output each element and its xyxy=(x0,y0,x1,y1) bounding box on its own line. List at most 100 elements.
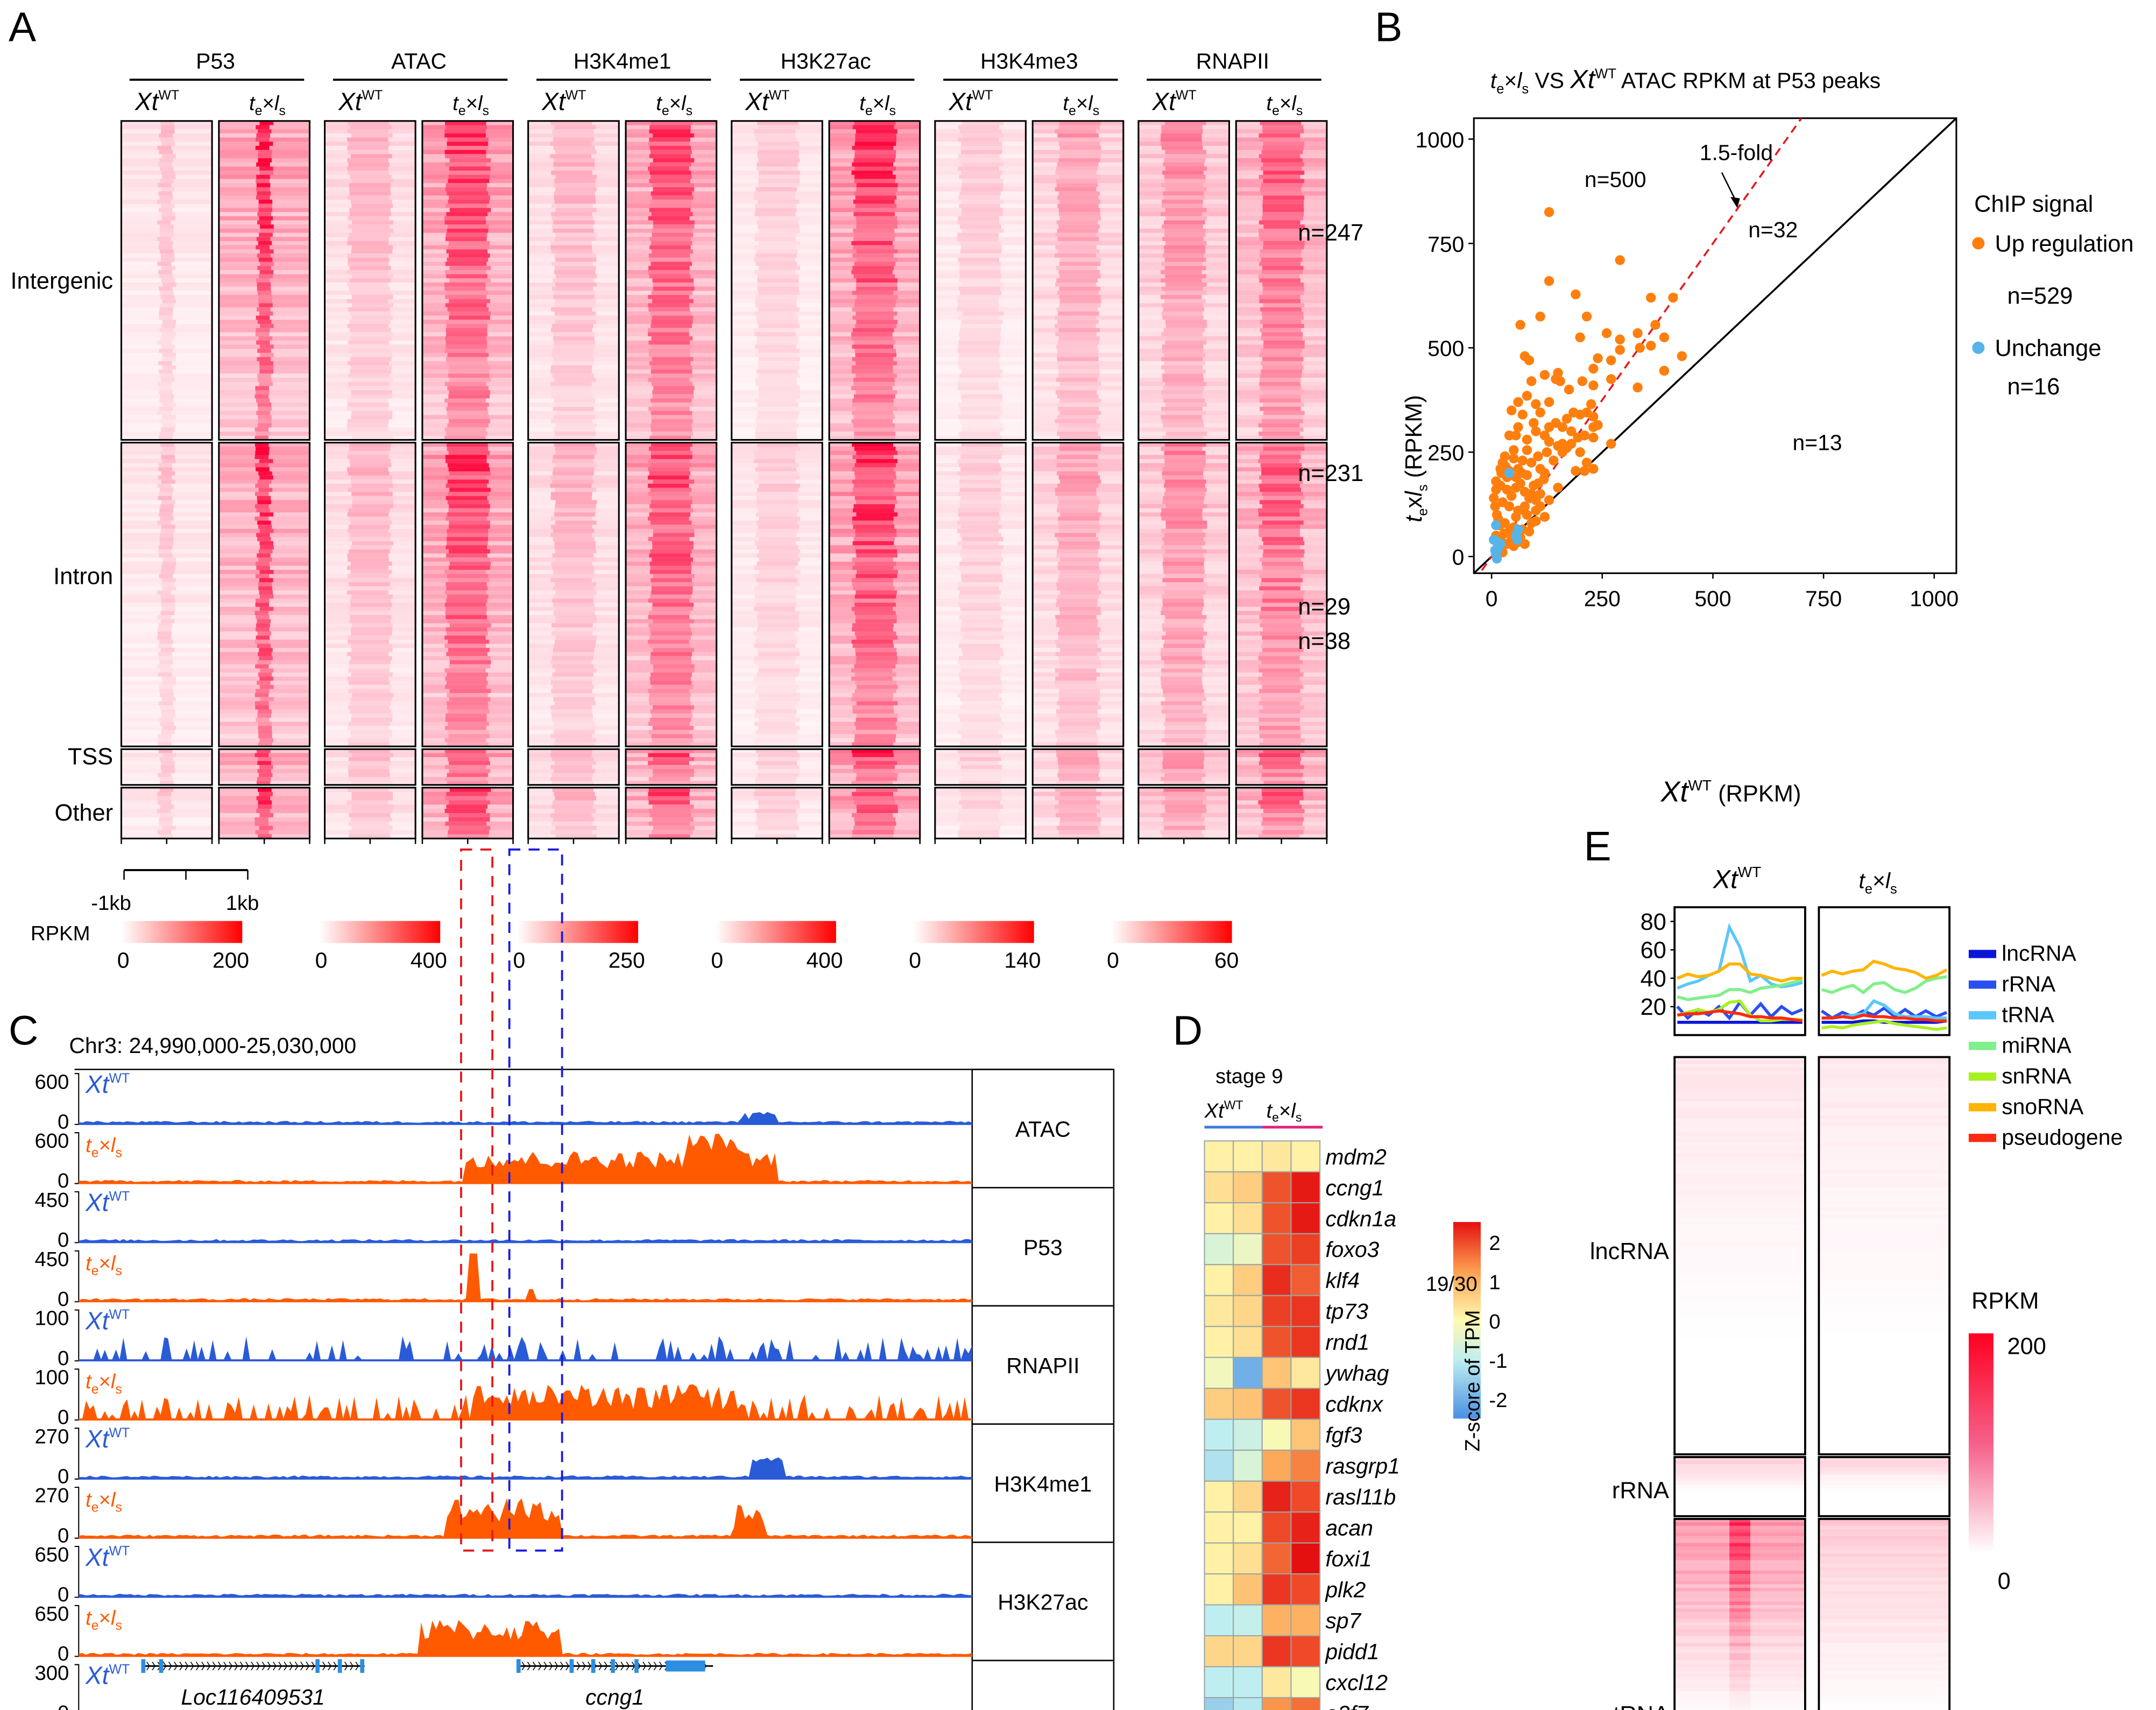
colorbar-rnapii xyxy=(1111,921,1232,943)
heatmap-center xyxy=(854,821,896,826)
heatmap-center xyxy=(160,166,174,171)
heatmap-center xyxy=(1162,373,1204,378)
title-x: × xyxy=(1504,68,1517,93)
heatmap-center xyxy=(960,150,1002,155)
heatmap-center xyxy=(1165,336,1207,341)
heatmap-center xyxy=(448,734,490,739)
heatmap-center xyxy=(446,232,487,238)
heatmap-center xyxy=(1059,726,1100,731)
heatmap-center xyxy=(553,594,595,599)
heatmap-center xyxy=(1262,435,1304,441)
heatmap-center xyxy=(1058,830,1100,835)
heatmap-center xyxy=(349,311,391,316)
heatmap-center xyxy=(852,266,894,271)
heatmap-center xyxy=(255,753,269,758)
heatmap-center xyxy=(256,447,270,451)
heatmap-center xyxy=(755,504,797,509)
heatmap-center xyxy=(550,241,592,246)
panel-a-scale: -1kb 1kb RPKM xyxy=(31,869,259,945)
heatmap-center xyxy=(1058,475,1100,481)
heatmap-center xyxy=(352,753,394,758)
heatmap-center xyxy=(553,817,595,822)
heatmap-center xyxy=(550,765,592,769)
heatmap-center xyxy=(856,574,897,579)
heatmap-center xyxy=(1162,419,1204,424)
heatmap-center xyxy=(449,769,491,774)
heatmap-center xyxy=(349,537,391,542)
heatmap-center xyxy=(258,709,272,714)
heatmap-center xyxy=(448,373,490,378)
heatmap-center xyxy=(856,249,898,254)
heatmap-center xyxy=(352,303,393,308)
heatmap-center xyxy=(652,749,694,754)
heatmap-center xyxy=(758,200,800,204)
heatmap-center xyxy=(444,220,486,225)
heatmap-center xyxy=(1261,361,1302,366)
col-label-hybrid-x: × xyxy=(1280,91,1291,115)
heatmap-center xyxy=(960,504,1001,509)
heatmap-center xyxy=(650,520,692,525)
heatmap-center xyxy=(757,274,799,279)
heatmap-center xyxy=(256,237,271,242)
heatmap-cell xyxy=(1233,1511,1263,1544)
heatmap-center xyxy=(1057,455,1098,460)
heatmap-center xyxy=(446,606,487,612)
heatmap-block xyxy=(1031,748,1125,786)
heatmap-center xyxy=(1262,212,1304,217)
heatmap-center xyxy=(856,500,897,505)
heatmap-center xyxy=(852,315,894,321)
heatmap-center xyxy=(754,257,795,263)
heatmap-center xyxy=(757,520,798,525)
heatmap-center xyxy=(553,467,595,472)
heatmap-center xyxy=(852,623,894,628)
heatmap-center xyxy=(1258,800,1300,805)
heatmap-center xyxy=(758,174,800,180)
point-up-regulation xyxy=(1517,409,1528,420)
heatmap-center xyxy=(855,648,896,653)
heatmap-center xyxy=(651,121,692,126)
heatmap-center xyxy=(449,278,491,283)
heatmap-center xyxy=(757,415,798,420)
heatmap-center xyxy=(257,212,271,217)
strand-arrow xyxy=(344,1662,348,1671)
heatmap-center xyxy=(854,432,896,436)
heatmap-cell xyxy=(1261,1140,1292,1172)
heatmap-center xyxy=(855,475,896,481)
heatmap-frame xyxy=(421,120,514,441)
heatmap-block xyxy=(1235,120,1328,441)
heatmap-center xyxy=(1262,492,1303,497)
heatmap-center xyxy=(1162,749,1204,754)
track-zero: 0 xyxy=(58,1347,69,1370)
heatmap-center xyxy=(958,340,1000,345)
heatmap-center xyxy=(1058,191,1100,196)
heatmap-frame xyxy=(625,442,718,747)
heatmap-center xyxy=(1260,398,1301,403)
heatmap-center xyxy=(649,504,691,509)
heatmap-center xyxy=(260,224,274,229)
heatmap-center xyxy=(445,676,487,681)
heatmap-center xyxy=(1165,717,1207,723)
heatmap-center xyxy=(1261,150,1303,155)
heatmap-center xyxy=(162,299,176,304)
heatmap-center xyxy=(1262,419,1303,424)
heatmap-center xyxy=(157,237,171,242)
heatmap-center xyxy=(258,336,273,341)
heatmap-center xyxy=(755,232,797,238)
heatmap-center xyxy=(1055,796,1097,801)
heatmap-center xyxy=(348,668,390,673)
heatmap-center xyxy=(257,291,272,295)
heatmap-center xyxy=(160,303,174,308)
heatmap-center xyxy=(555,463,597,468)
xlabel-wt: WT xyxy=(1688,777,1712,794)
track-cond-wt-xt: Xt xyxy=(85,1306,110,1334)
heatmap-center xyxy=(959,253,1001,258)
heatmap-center xyxy=(1262,208,1304,213)
heatmap-center xyxy=(1263,171,1305,175)
heatmap-center xyxy=(1058,423,1100,428)
heatmap-center xyxy=(1163,817,1205,822)
group-label-hybrid: te×ls xyxy=(1266,1099,1302,1125)
point-up-regulation xyxy=(1606,355,1616,365)
heatmap-center xyxy=(1161,142,1203,146)
heatmap-center xyxy=(757,320,798,324)
heatmap-center xyxy=(1263,496,1305,501)
